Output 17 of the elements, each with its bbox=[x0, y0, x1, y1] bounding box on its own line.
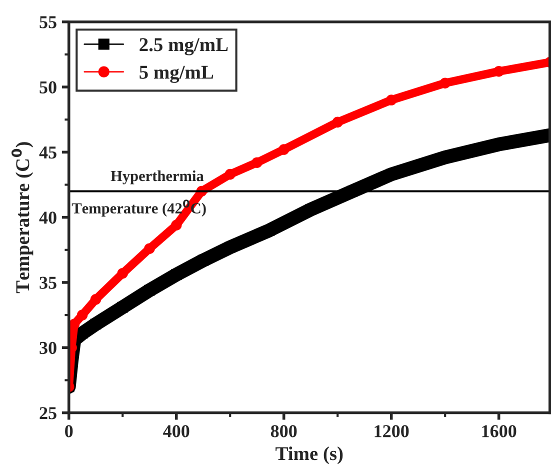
ref-line-label: Hyperthermia bbox=[110, 170, 204, 184]
x-tick-label: 1200 bbox=[374, 425, 409, 438]
y-tick-label: 50 bbox=[40, 81, 56, 94]
legend-label: 5 mg/mL bbox=[140, 66, 214, 83]
y-tick-label: 30 bbox=[40, 342, 56, 354]
y-axis-title: Temperature (C$^{0}$) bbox=[11, 142, 34, 294]
y-tick-label: 55 bbox=[40, 16, 56, 28]
y-tick-label: 35 bbox=[40, 276, 56, 289]
x-tick-label: 1600 bbox=[482, 425, 516, 438]
x-axis-title: Time (s) bbox=[276, 446, 343, 464]
legend-label: 2.5 mg/mL bbox=[140, 38, 228, 56]
x-tick-label: 400 bbox=[163, 425, 190, 438]
x-tick-label: 0 bbox=[65, 425, 73, 438]
y-tick-label: 45 bbox=[39, 146, 56, 159]
y-tick-label: 25 bbox=[40, 407, 56, 420]
y-tick-label: 40 bbox=[39, 212, 56, 224]
x-tick-label: 800 bbox=[270, 425, 297, 438]
